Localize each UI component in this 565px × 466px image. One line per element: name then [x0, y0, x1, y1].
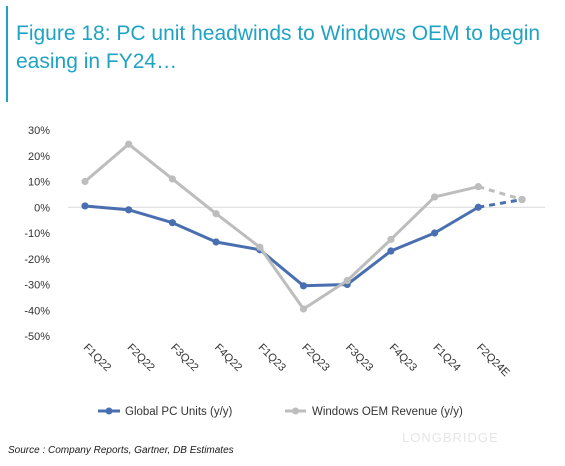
- legend-swatch-marker: [105, 407, 113, 415]
- title-block: Figure 18: PC unit headwinds to Windows …: [6, 6, 560, 102]
- data-point: [431, 193, 439, 201]
- data-point: [343, 277, 351, 285]
- y-tick-label: 0%: [34, 202, 50, 214]
- data-point: [299, 305, 308, 313]
- data-point: [256, 243, 264, 251]
- y-tick-label: -20%: [24, 254, 50, 266]
- y-tick-label: 20%: [28, 151, 50, 163]
- data-point: [81, 202, 89, 210]
- y-tick-label: 10%: [28, 177, 50, 189]
- data-point: [212, 238, 220, 246]
- data-point: [212, 210, 220, 218]
- watermark: LONGBRIDGE: [402, 430, 499, 445]
- series-line-windows-oem-revenue: [83, 142, 480, 311]
- data-point: [168, 219, 176, 227]
- x-tick-label: F2Q24E: [474, 342, 511, 379]
- data-point: [387, 235, 395, 244]
- data-point: [474, 203, 482, 211]
- data-point: [125, 140, 133, 148]
- data-point: [168, 175, 176, 183]
- y-tick-label: 30%: [28, 125, 50, 137]
- x-tick-label: F1Q22: [81, 342, 113, 374]
- data-point: [299, 282, 308, 290]
- series-forecast-segment: [477, 185, 523, 201]
- series-line-global-pc-units: [83, 204, 480, 288]
- y-tick-label: -50%: [24, 331, 50, 343]
- x-tick-label: F1Q24: [430, 342, 462, 374]
- x-tick-label: F4Q22: [212, 342, 244, 374]
- figure-title: Figure 18: PC unit headwinds to Windows …: [16, 22, 541, 73]
- legend-swatch-marker: [292, 407, 299, 415]
- data-point: [474, 183, 482, 191]
- series-forecast-segment: [478, 198, 523, 209]
- x-tick-label: F3Q22: [168, 342, 200, 374]
- x-tick-label: F2Q22: [125, 342, 157, 374]
- legend-label: Global PC Units (y/y): [125, 406, 233, 418]
- data-point: [81, 177, 89, 186]
- y-tick-label: -40%: [24, 305, 50, 317]
- data-point: [387, 247, 395, 255]
- x-tick-label: F1Q23: [256, 342, 288, 374]
- y-tick-label: -10%: [24, 228, 50, 240]
- x-tick-label: F4Q23: [387, 342, 419, 374]
- line-chart: 30% 20% 10% 0% -10% -20% -30% -40% -50% F1Q22 F2Q2…: [24, 125, 545, 418]
- data-point: [431, 229, 439, 237]
- data-point: [518, 195, 526, 204]
- y-tick-label: -30%: [24, 280, 50, 292]
- data-point: [125, 206, 133, 214]
- x-tick-label: F2Q23: [299, 342, 331, 374]
- legend-label: Windows OEM Revenue (y/y): [312, 406, 463, 418]
- x-tick-label: F3Q23: [343, 342, 375, 374]
- source-note: Source : Company Reports, Gartner, DB Es…: [8, 445, 234, 456]
